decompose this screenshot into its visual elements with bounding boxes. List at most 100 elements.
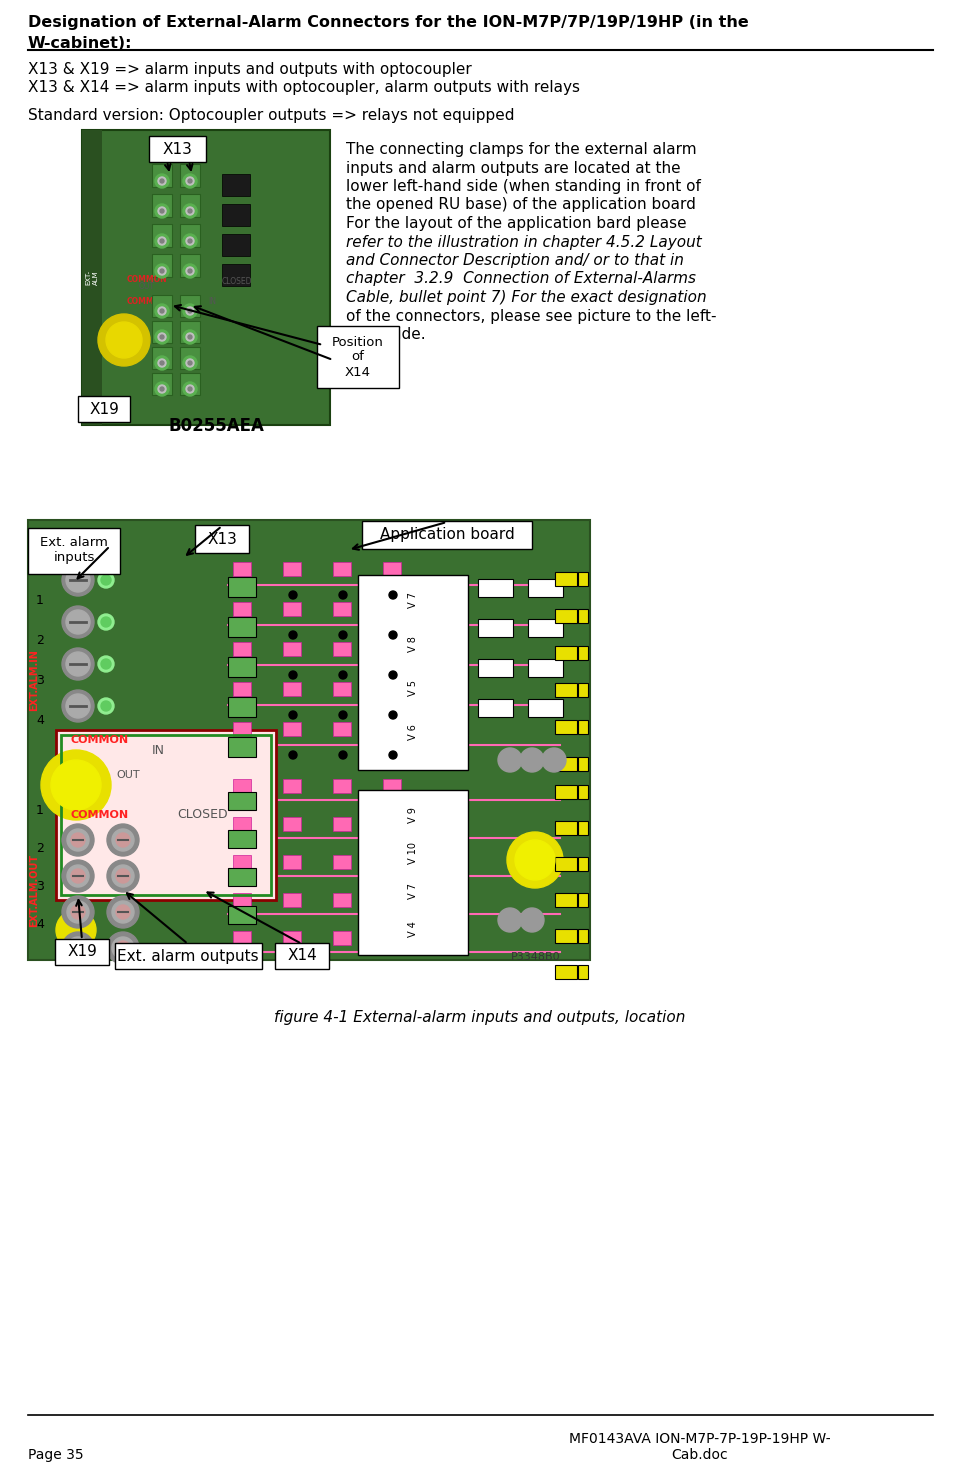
Bar xyxy=(28,509,933,960)
Bar xyxy=(578,929,588,942)
Bar xyxy=(228,906,256,923)
Text: V 5: V 5 xyxy=(408,680,418,696)
Text: X13: X13 xyxy=(162,141,192,157)
Circle shape xyxy=(98,697,114,713)
Text: Application board: Application board xyxy=(380,527,514,543)
Text: X14: X14 xyxy=(287,948,317,963)
Circle shape xyxy=(188,269,192,273)
Circle shape xyxy=(62,690,94,722)
Text: X13 & X19 => alarm inputs and outputs with optocoupler: X13 & X19 => alarm inputs and outputs wi… xyxy=(28,62,472,76)
Bar xyxy=(333,602,351,617)
Circle shape xyxy=(107,860,139,893)
Bar xyxy=(478,578,513,597)
Circle shape xyxy=(188,388,192,390)
Bar xyxy=(383,854,401,869)
Bar xyxy=(333,722,351,735)
Text: COMMON: COMMON xyxy=(71,735,129,744)
Text: EXT.ALM.OUT: EXT.ALM.OUT xyxy=(29,853,39,926)
Text: V 6: V 6 xyxy=(408,724,418,740)
FancyBboxPatch shape xyxy=(275,942,329,969)
Text: V 9: V 9 xyxy=(408,807,418,824)
Circle shape xyxy=(116,904,130,919)
Bar xyxy=(233,562,251,575)
Bar xyxy=(152,254,172,277)
Circle shape xyxy=(186,307,194,316)
Circle shape xyxy=(107,824,139,856)
Bar xyxy=(180,164,200,186)
Bar xyxy=(555,785,577,799)
Bar xyxy=(152,321,172,344)
Text: CLOSED: CLOSED xyxy=(222,277,252,286)
Circle shape xyxy=(188,208,192,213)
Text: figure 4-1 External-alarm inputs and outputs, location: figure 4-1 External-alarm inputs and out… xyxy=(274,1010,686,1025)
Bar xyxy=(283,854,301,869)
Bar xyxy=(180,321,200,344)
FancyBboxPatch shape xyxy=(115,942,262,969)
Circle shape xyxy=(542,749,566,772)
Text: V 10: V 10 xyxy=(408,843,418,865)
Circle shape xyxy=(62,932,94,964)
Circle shape xyxy=(158,178,166,185)
Bar xyxy=(283,780,301,793)
Text: MF0143AVA ION-M7P-7P-19P-19HP W-
Cab.doc: MF0143AVA ION-M7P-7P-19P-19HP W- Cab.doc xyxy=(569,1431,831,1462)
Bar xyxy=(228,697,256,716)
Bar xyxy=(283,683,301,696)
Circle shape xyxy=(62,895,94,928)
Circle shape xyxy=(160,361,164,366)
Bar xyxy=(555,646,577,661)
Bar xyxy=(152,164,172,186)
Circle shape xyxy=(116,869,130,882)
Text: The connecting clamps for the external alarm: The connecting clamps for the external a… xyxy=(346,142,697,157)
Text: V 7: V 7 xyxy=(408,592,418,608)
Circle shape xyxy=(56,910,96,950)
Circle shape xyxy=(160,388,164,390)
Circle shape xyxy=(188,179,192,184)
Bar xyxy=(180,346,200,368)
Text: the opened RU base) of the application board: the opened RU base) of the application b… xyxy=(346,198,696,213)
Text: X19: X19 xyxy=(67,944,97,960)
Circle shape xyxy=(498,749,522,772)
Circle shape xyxy=(98,614,114,630)
Bar xyxy=(61,735,271,895)
Circle shape xyxy=(71,941,85,956)
Circle shape xyxy=(101,575,111,586)
Bar xyxy=(233,931,251,945)
Bar xyxy=(233,854,251,869)
Bar xyxy=(233,722,251,735)
FancyBboxPatch shape xyxy=(78,396,130,421)
Circle shape xyxy=(498,909,522,932)
Circle shape xyxy=(158,267,166,275)
Circle shape xyxy=(160,179,164,184)
Text: 4: 4 xyxy=(37,918,44,931)
Text: 2: 2 xyxy=(37,634,44,646)
Circle shape xyxy=(51,760,101,810)
Circle shape xyxy=(101,659,111,669)
Circle shape xyxy=(160,308,164,313)
Circle shape xyxy=(112,865,134,887)
Circle shape xyxy=(62,564,94,596)
Circle shape xyxy=(71,832,85,847)
Bar xyxy=(233,683,251,696)
Text: 2: 2 xyxy=(37,841,44,854)
Bar xyxy=(82,131,330,426)
Circle shape xyxy=(98,314,150,366)
Circle shape xyxy=(66,568,90,592)
Bar xyxy=(222,204,250,226)
Text: COMMON: COMMON xyxy=(127,297,167,305)
Bar xyxy=(233,818,251,831)
Circle shape xyxy=(107,932,139,964)
Bar xyxy=(222,175,250,197)
Circle shape xyxy=(155,357,169,370)
Bar xyxy=(333,818,351,831)
Circle shape xyxy=(183,264,197,277)
Circle shape xyxy=(520,749,544,772)
Text: X13: X13 xyxy=(207,531,237,546)
Text: For the layout of the application bard please: For the layout of the application bard p… xyxy=(346,216,686,230)
Circle shape xyxy=(160,335,164,339)
Circle shape xyxy=(160,208,164,213)
Bar xyxy=(578,857,588,871)
Circle shape xyxy=(98,656,114,672)
Circle shape xyxy=(158,307,166,316)
Text: 3: 3 xyxy=(37,674,44,687)
Bar xyxy=(283,602,301,617)
